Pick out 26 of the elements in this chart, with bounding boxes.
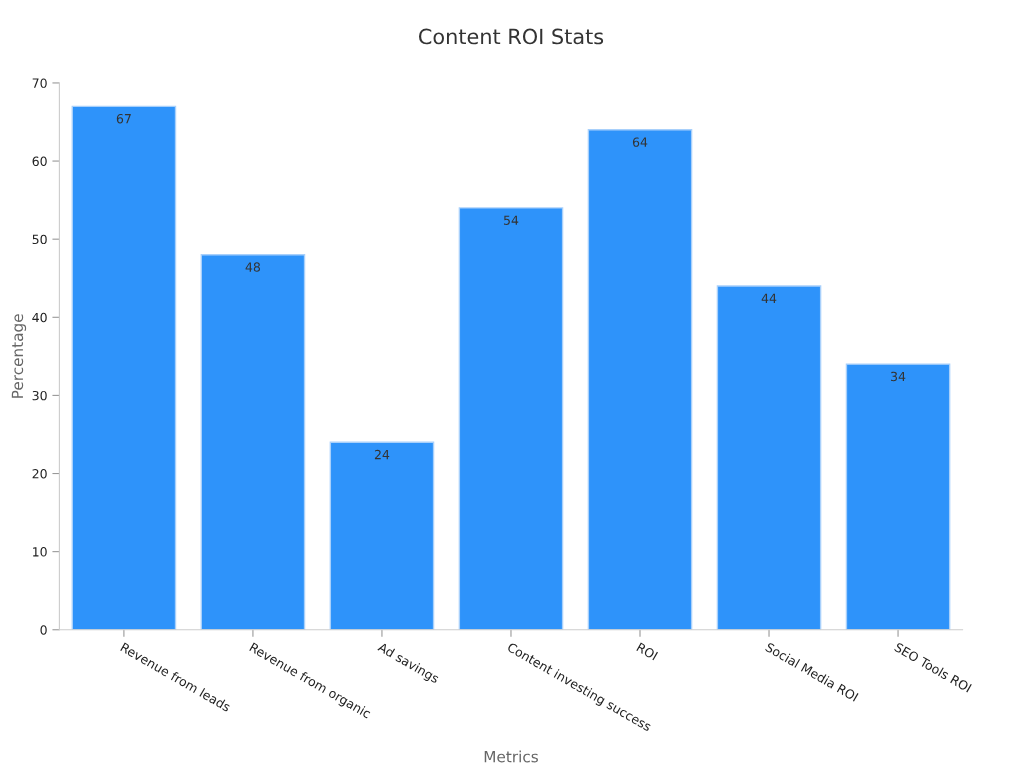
bar bbox=[716, 285, 822, 630]
chart-title: Content ROI Stats bbox=[419, 28, 604, 45]
bar bbox=[587, 129, 693, 630]
bar bbox=[200, 254, 306, 630]
y-tick-label: 20 bbox=[32, 469, 47, 479]
data-label: 48 bbox=[245, 262, 261, 272]
y-tick-label: 10 bbox=[33, 547, 47, 557]
bar bbox=[845, 363, 951, 630]
y-tick-label: 70 bbox=[32, 78, 47, 88]
bar bbox=[329, 441, 435, 630]
x-axis-title: Metrics bbox=[484, 750, 538, 763]
y-axis-title: Percentage bbox=[11, 314, 27, 398]
x-tick-label: ROI bbox=[636, 642, 659, 661]
y-tick-label: 0 bbox=[40, 625, 47, 635]
data-label: 24 bbox=[374, 449, 390, 460]
data-label: 34 bbox=[891, 371, 906, 382]
bar bbox=[71, 105, 177, 630]
data-label: 64 bbox=[632, 137, 648, 147]
y-tick-label: 60 bbox=[32, 156, 47, 166]
y-tick-label: 50 bbox=[32, 234, 47, 245]
y-tick-label: 30 bbox=[32, 390, 47, 401]
y-tick-label: 40 bbox=[32, 312, 47, 323]
data-label: 67 bbox=[116, 113, 131, 124]
bar bbox=[458, 207, 564, 630]
data-label: 54 bbox=[503, 215, 519, 225]
data-label: 44 bbox=[761, 293, 777, 303]
